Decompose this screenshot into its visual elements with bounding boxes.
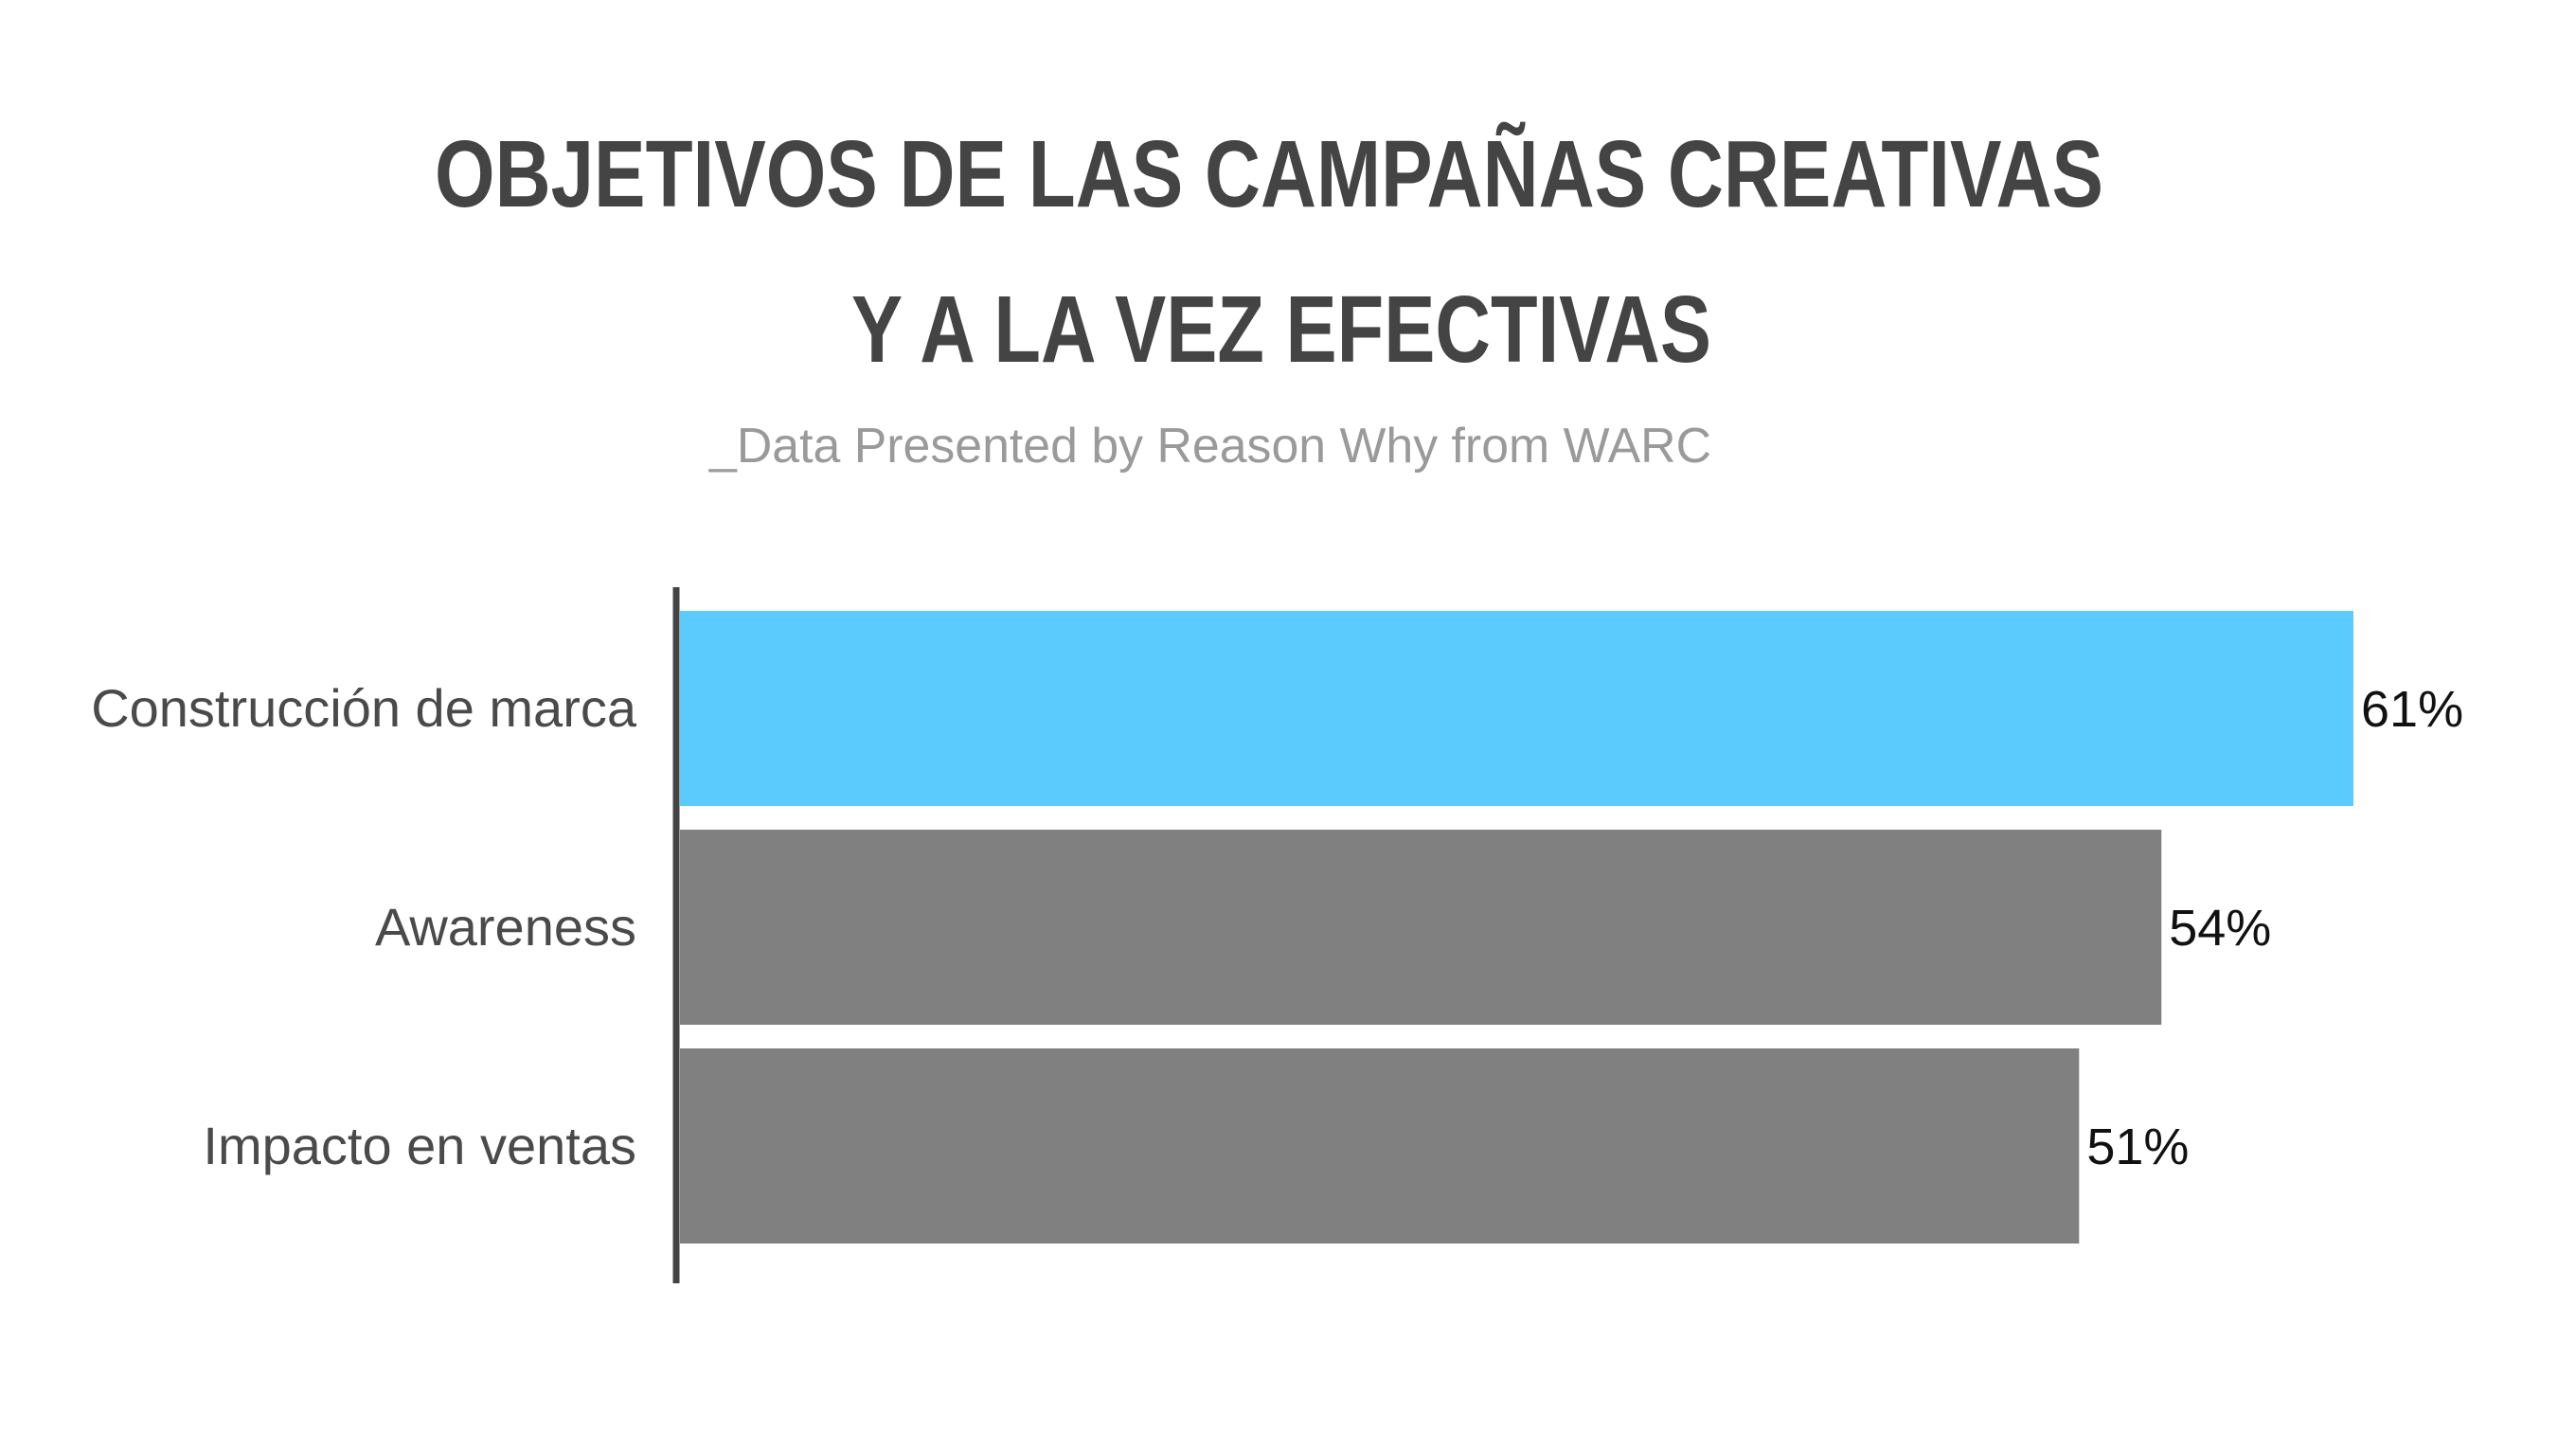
bar-impacto-en-ventas: [680, 1048, 2080, 1244]
bars-group: Construcción de marca 61% Awareness 54% Impa…: [91, 611, 2463, 1244]
value-label-construccion-de-marca: 61%: [2361, 681, 2463, 738]
chart-title: OBJETIVOS DE LAS CAMPAÑAS CREATIVAS: [435, 121, 2103, 227]
category-label-awareness: Awareness: [375, 897, 636, 957]
category-label-impacto-en-ventas: Impacto en ventas: [203, 1116, 636, 1175]
chart-title-line-2: Y A LA VEZ EFECTIVAS: [851, 277, 1711, 383]
category-label-construccion-de-marca: Construcción de marca: [91, 678, 637, 738]
bar-construccion-de-marca: [680, 611, 2353, 806]
value-label-awareness: 54%: [2169, 900, 2271, 957]
chart-subtitle: _Data Presented by Reason Why from WARC: [708, 419, 1711, 474]
value-label-impacto-en-ventas: 51%: [2086, 1119, 2189, 1175]
bar-awareness: [680, 830, 2162, 1025]
